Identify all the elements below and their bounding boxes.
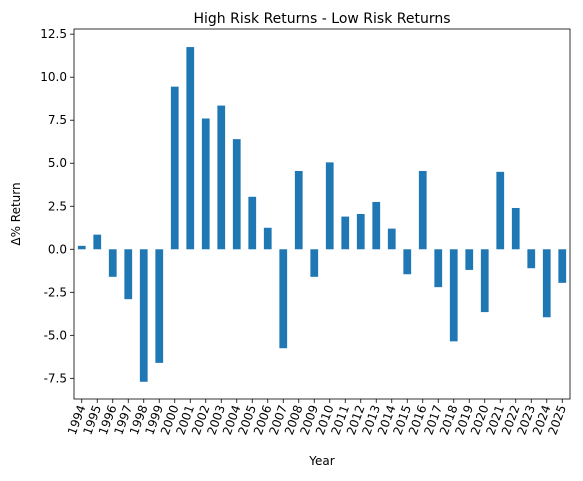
bar-2011 [341,216,350,250]
bar-2025 [558,249,567,283]
y-tick-label: -5.0 [44,328,67,342]
bar-2004 [232,139,241,250]
bar-2020 [480,249,489,313]
bar-1998 [139,249,148,382]
bar-2006 [263,227,272,250]
y-tick-label: 0.0 [48,242,67,256]
bar-2009 [310,249,319,277]
y-tick-label: -7.5 [44,371,67,385]
bar-2019 [465,249,474,270]
x-axis: 1994199519961997199819992000200120022003… [65,399,569,437]
y-tick-label: 12.5 [40,27,67,41]
y-axis-label: Δ% Return [9,182,23,245]
bar-2000 [170,86,179,250]
bar-1995 [93,234,102,250]
bar-1999 [155,249,164,363]
bar-2014 [387,228,396,250]
bar-2012 [356,214,365,250]
bar-2002 [201,118,210,250]
bar-2015 [403,249,412,275]
bar-1996 [108,249,117,277]
y-tick-label: 2.5 [48,199,67,213]
bar-1994 [77,245,86,250]
bar-2001 [186,47,195,250]
bar-2013 [372,201,381,250]
bar-2007 [279,249,288,349]
y-tick-label: 7.5 [48,113,67,127]
y-tick-label: 5.0 [48,156,67,170]
y-tick-label: -2.5 [44,285,67,299]
plot-frame [73,28,571,400]
bar-2021 [496,171,505,250]
bar-2005 [248,196,257,250]
bar-2022 [511,207,520,250]
bar-2016 [418,170,427,250]
chart-title: High Risk Returns - Low Risk Returns [193,11,450,27]
bars [77,47,567,382]
bar-2017 [434,249,443,288]
bar-2023 [527,249,536,269]
bar-2008 [294,170,303,250]
y-axis: -7.5 -5.0 -2.5 0.0 2.5 5.0 7.5 10.0 12.5 [40,27,74,385]
bar-2010 [325,162,334,250]
bar-1997 [124,249,133,300]
y-tick-label: 10.0 [40,70,67,84]
bar-2024 [542,249,551,318]
bar-2018 [449,249,458,342]
bar-2003 [217,105,226,250]
x-axis-label: Year [308,454,334,468]
